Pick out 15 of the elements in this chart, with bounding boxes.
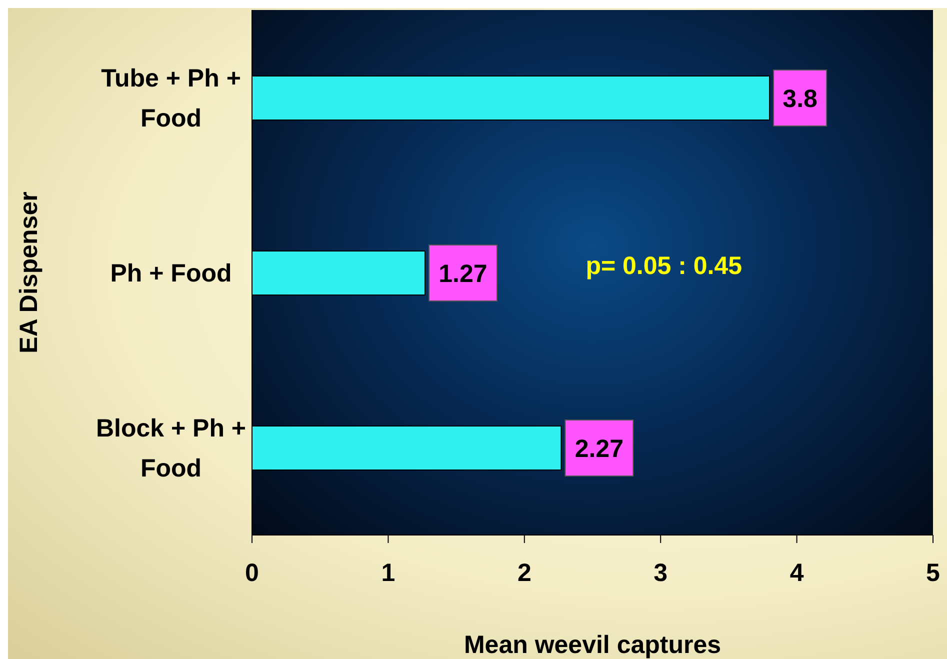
x-tick-label: 1	[381, 558, 396, 587]
annotation: p= 0.05 : 0.45	[586, 252, 742, 280]
x-tick-label: 0	[245, 558, 259, 587]
y-tick-label: Block + Ph + Food	[96, 414, 246, 482]
y-tick-label: Ph + Food	[110, 259, 232, 288]
y-axis-title: EA Dispenser	[14, 191, 43, 354]
x-tick-label: 5	[926, 558, 940, 587]
x-tick-label: 2	[517, 558, 532, 587]
data-label: 3.8	[782, 84, 818, 113]
y-tick-label: Tube + Ph + Food	[101, 64, 241, 132]
x-axis-title: Mean weevil captures	[464, 631, 722, 659]
data-label: 1.27	[438, 260, 488, 288]
data-label: 2.27	[574, 434, 624, 463]
x-tick-label: 4	[790, 558, 804, 587]
x-tick-label: 3	[654, 558, 668, 587]
